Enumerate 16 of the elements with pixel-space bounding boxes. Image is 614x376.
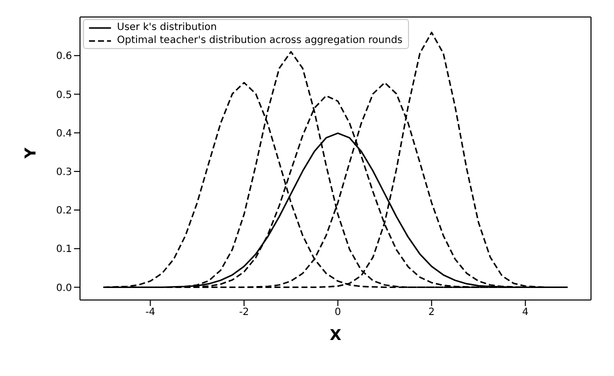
- y-axis-title: Y: [21, 146, 40, 160]
- x-tick-label: -4: [145, 307, 156, 318]
- y-tick-label: 0.2: [56, 206, 72, 217]
- y-tick-label: 0.1: [56, 244, 72, 256]
- y-tick-label: 0.4: [56, 128, 72, 140]
- x-tick-label: -2: [239, 307, 250, 318]
- x-tick-label: 2: [428, 307, 435, 318]
- x-tick-label: 0: [334, 307, 342, 318]
- y-tick-label: 0.0: [56, 282, 72, 294]
- x-tick-label: 4: [522, 307, 529, 318]
- y-tick-label: 0.3: [56, 166, 72, 178]
- x-axis-title: X: [330, 326, 342, 344]
- legend-label: Optimal teacher's distribution across aggregation rounds: [117, 34, 403, 47]
- legend-label: User k's distribution: [117, 21, 217, 34]
- y-tick-label: 0.6: [56, 51, 72, 62]
- y-tick-label: 0.5: [56, 90, 72, 101]
